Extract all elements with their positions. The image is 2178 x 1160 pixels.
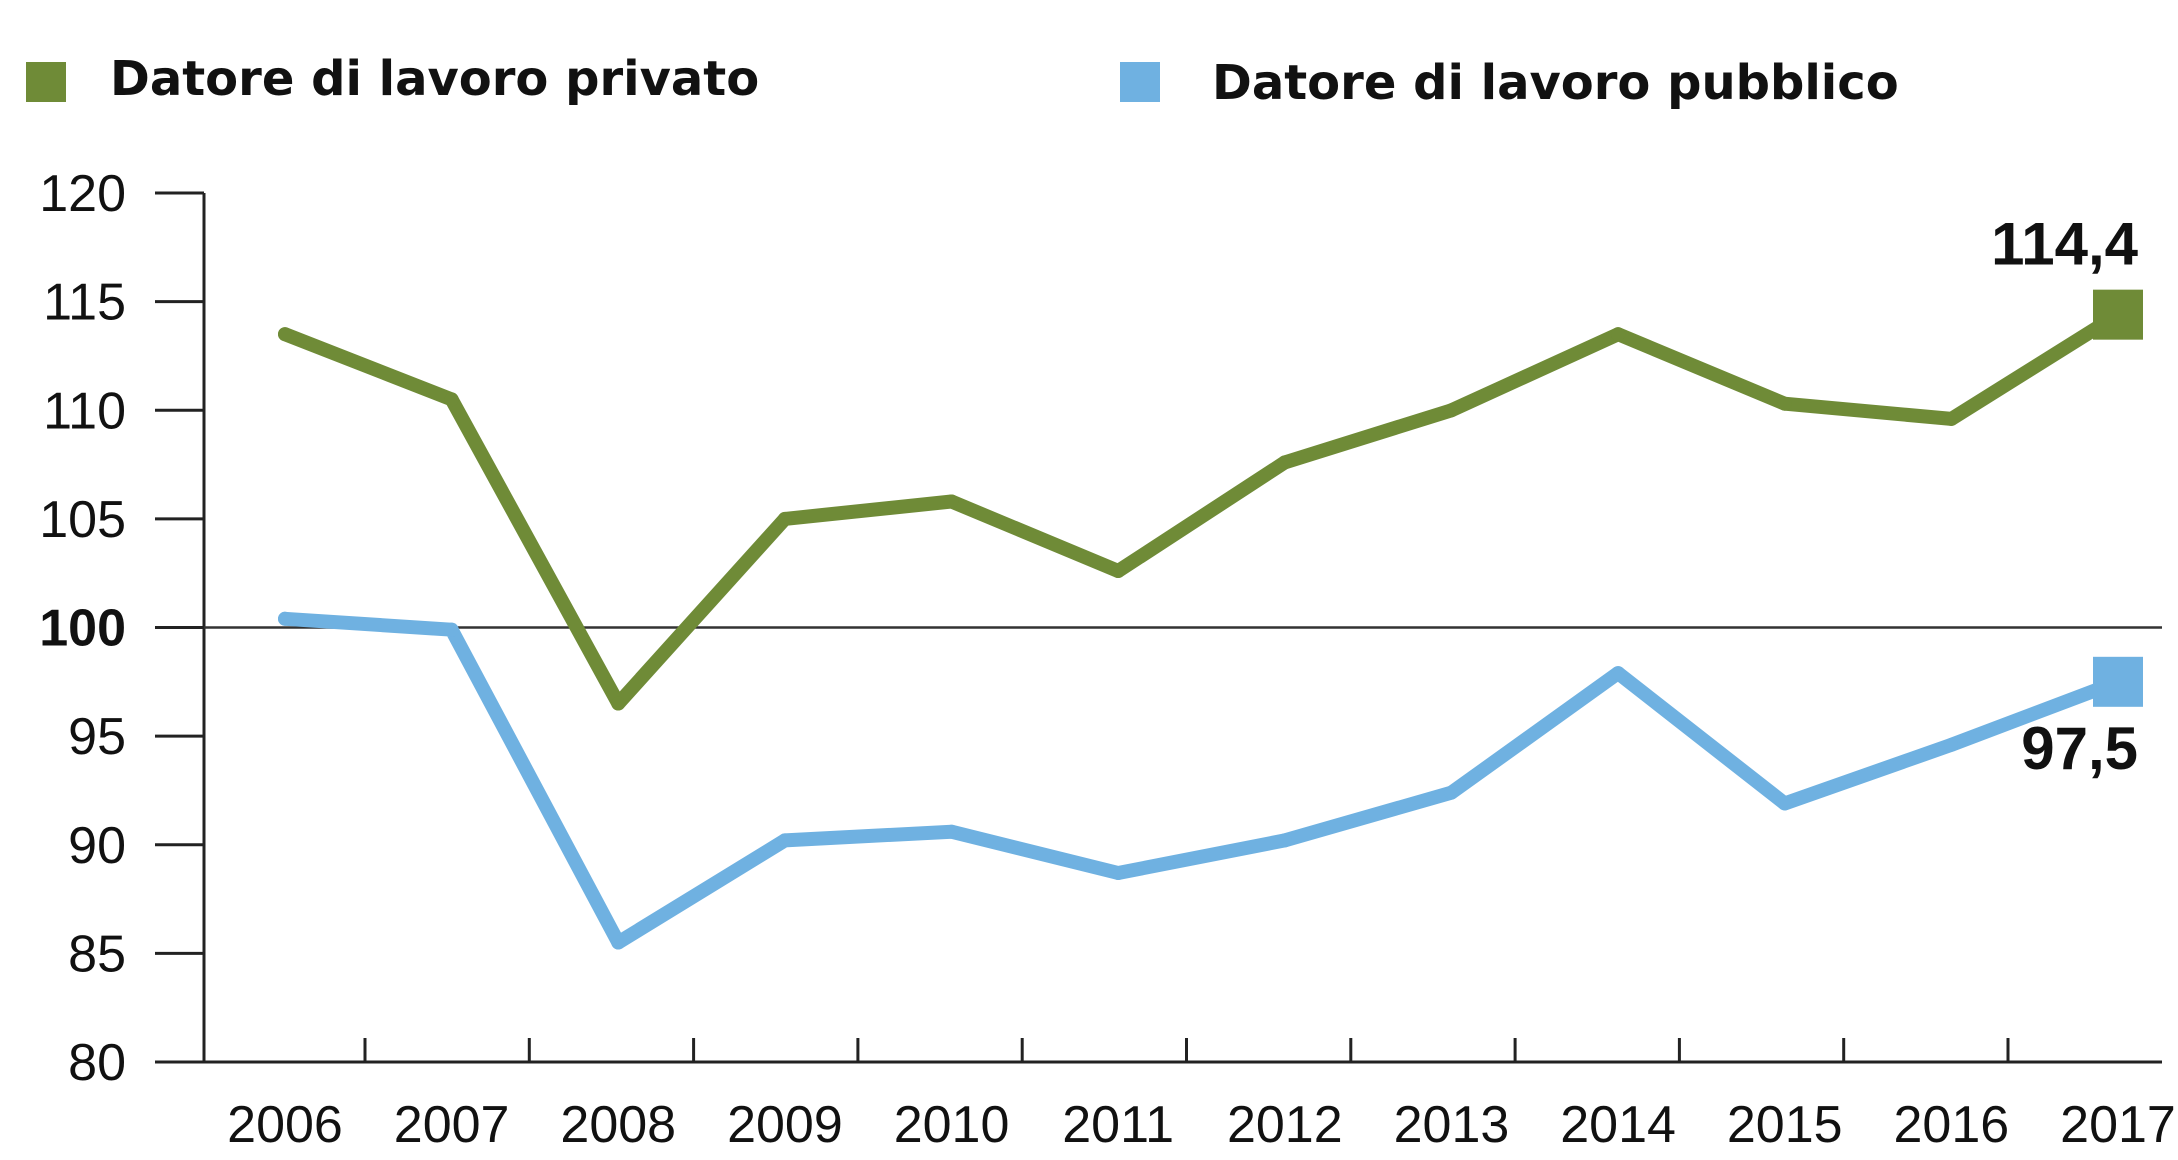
x-tick-label-2006: 2006	[227, 1096, 343, 1154]
legend-label-public: Datore di lavoro pubblico	[1212, 55, 1899, 111]
series-public: 97,5	[278, 611, 2143, 950]
end-marker	[2093, 656, 2143, 707]
data-point	[1777, 396, 1792, 411]
data-point	[278, 327, 292, 342]
data-point	[777, 833, 792, 848]
data-point	[1111, 865, 1126, 880]
legend-swatch-public	[1120, 62, 1160, 102]
legend-label-private: Datore di lavoro privato	[110, 51, 759, 107]
x-tick-label-2007: 2007	[394, 1096, 510, 1154]
data-point	[1444, 403, 1459, 418]
end-value-label: 114,4	[1991, 211, 2138, 278]
y-ticks: 80 85 90 95 100 105 110 115 120	[39, 165, 204, 1092]
y-tick-label-85: 85	[68, 925, 126, 983]
x-tick-label-2010: 2010	[894, 1096, 1010, 1154]
data-point	[1277, 833, 1292, 848]
legend-item-public: Datore di lavoro pubblico	[1120, 55, 1899, 111]
data-point	[1777, 796, 1792, 811]
y-tick-label-90: 90	[68, 817, 126, 875]
x-tick-label-2009: 2009	[727, 1096, 843, 1154]
y-tick-label-105: 105	[39, 491, 126, 549]
series-line	[278, 307, 2125, 711]
x-tick-label-2012: 2012	[1227, 1096, 1343, 1154]
data-point	[777, 511, 792, 526]
end-marker	[2093, 289, 2143, 340]
x-tick-label-2015: 2015	[1727, 1096, 1843, 1154]
x-tick-label-2013: 2013	[1394, 1096, 1510, 1154]
data-point	[611, 935, 626, 950]
data-point	[1111, 564, 1126, 579]
series-private: 114,4	[278, 211, 2143, 711]
data-point	[444, 392, 459, 407]
data-point	[1611, 666, 1626, 681]
y-tick-label-120: 120	[39, 165, 126, 223]
data-point	[611, 696, 626, 711]
x-ticks: 2006 2007 2008 2009 2010 2011 2012 2013 2014 2015…	[227, 1038, 2176, 1154]
y-tick-label-100: 100	[39, 600, 126, 658]
x-tick-label-2016: 2016	[1894, 1096, 2010, 1154]
series-line	[278, 611, 2125, 950]
end-value-label: 97,5	[2021, 715, 2138, 782]
legend: Datore di lavoro privato Datore di lavor…	[26, 51, 1899, 111]
data-point	[1611, 327, 1626, 342]
data-point	[944, 824, 959, 839]
series: 114,4 97,5	[278, 211, 2143, 950]
y-tick-label-80: 80	[68, 1034, 126, 1092]
data-point	[444, 622, 459, 637]
x-tick-label-2011: 2011	[1062, 1096, 1174, 1154]
data-point	[1277, 455, 1292, 470]
y-tick-label-115: 115	[43, 274, 126, 332]
x-tick-label-2017: 2017	[2060, 1096, 2176, 1154]
y-tick-label-95: 95	[68, 708, 126, 766]
data-point	[278, 611, 292, 626]
y-tick-label-110: 110	[43, 382, 126, 440]
data-point	[1944, 737, 1959, 752]
legend-item-private: Datore di lavoro privato	[26, 51, 759, 107]
legend-swatch-private	[26, 62, 66, 102]
x-tick-label-2014: 2014	[1560, 1096, 1676, 1154]
data-point	[1444, 785, 1459, 800]
x-tick-label-2008: 2008	[560, 1096, 676, 1154]
data-point	[944, 494, 959, 509]
data-point	[1944, 411, 1959, 426]
